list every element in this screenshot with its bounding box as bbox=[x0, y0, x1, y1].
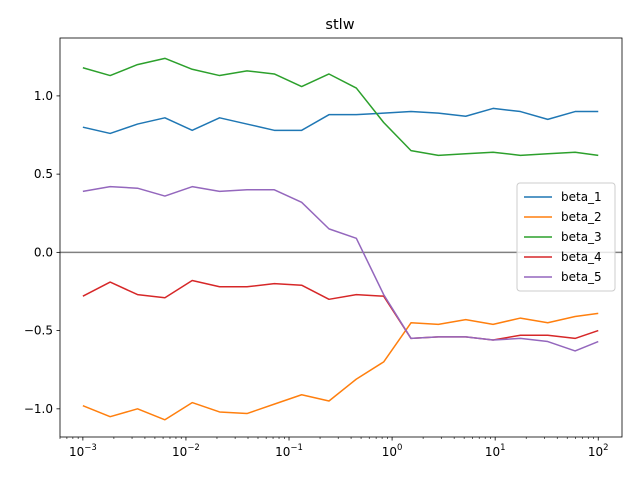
chart-title: stlw bbox=[325, 17, 354, 33]
x-tick-label: 100 bbox=[382, 443, 403, 459]
x-tick-label: 10−1 bbox=[275, 443, 303, 459]
x-tick-label-exponent: −2 bbox=[187, 443, 200, 453]
x-tick-label-exponent: −3 bbox=[84, 443, 97, 453]
y-tick-label: 0.0 bbox=[34, 245, 53, 259]
legend-label-beta_5: beta_5 bbox=[561, 270, 602, 284]
x-tick-label-base: 10 bbox=[172, 445, 187, 459]
legend-label-beta_1: beta_1 bbox=[561, 190, 602, 204]
x-tick-label-base: 10 bbox=[485, 445, 500, 459]
legend: beta_1 beta_2 beta_3 beta_4 beta_5 bbox=[516, 182, 616, 292]
x-tick-label: 10−3 bbox=[69, 443, 97, 459]
series-line-beta_4 bbox=[82, 279, 599, 341]
series-line-beta_3 bbox=[82, 57, 599, 157]
x-tick-label-base: 10 bbox=[382, 445, 397, 459]
x-tick-label-base: 10 bbox=[69, 445, 84, 459]
x-tick-label-exponent: 2 bbox=[603, 443, 608, 453]
x-tick-label: 102 bbox=[588, 443, 609, 459]
y-tick-label: 1.0 bbox=[34, 89, 53, 103]
y-tick-label: 0.5 bbox=[34, 167, 53, 181]
x-tick-label-base: 10 bbox=[588, 445, 603, 459]
y-tick-label: −0.5 bbox=[24, 324, 53, 338]
x-tick-label-exponent: −1 bbox=[290, 443, 303, 453]
x-tick-label-base: 10 bbox=[275, 445, 290, 459]
y-tick-label: −1.0 bbox=[24, 402, 53, 416]
x-tick-label: 101 bbox=[485, 443, 506, 459]
series-line-beta_2 bbox=[82, 312, 599, 421]
x-tick-label: 10−2 bbox=[172, 443, 200, 459]
series-line-beta_5 bbox=[82, 185, 599, 352]
legend-label-beta_4: beta_4 bbox=[561, 250, 602, 264]
axes-frame bbox=[59, 37, 623, 438]
series-line-beta_1 bbox=[82, 107, 599, 135]
legend-box bbox=[516, 182, 616, 292]
x-tick-label-exponent: 1 bbox=[500, 443, 505, 453]
legend-label-beta_2: beta_2 bbox=[561, 210, 602, 224]
legend-label-beta_3: beta_3 bbox=[561, 230, 602, 244]
x-tick-label-exponent: 0 bbox=[397, 443, 402, 453]
